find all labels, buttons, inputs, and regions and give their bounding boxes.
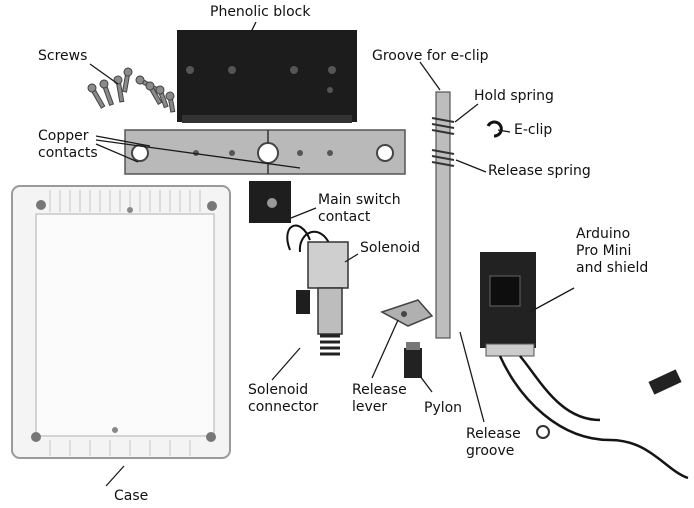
label-main-switch-line2: contact xyxy=(318,209,371,225)
label-solenoid: Solenoid xyxy=(360,240,421,256)
screws xyxy=(87,67,176,113)
label-arduino: Arduino Pro Mini and shield xyxy=(576,226,648,277)
label-copper-contacts-line2: contacts xyxy=(38,145,98,161)
case xyxy=(11,185,231,459)
label-solenoid-connector-line2: connector xyxy=(248,399,319,415)
label-pylon: Pylon xyxy=(424,400,463,416)
wire-ring xyxy=(536,425,550,439)
label-copper-contacts-line1: Copper xyxy=(38,128,89,144)
wires xyxy=(498,355,689,480)
label-release-spring: Release spring xyxy=(488,163,591,179)
label-release-groove-line2: groove xyxy=(466,443,515,459)
label-groove-eclip: Groove for e-clip xyxy=(372,48,489,64)
label-release-lever-line2: lever xyxy=(352,399,388,415)
arduino-board xyxy=(480,252,536,357)
eclip-part xyxy=(486,120,503,138)
main-switch-contact xyxy=(249,181,291,223)
label-arduino-line2: Pro Mini xyxy=(576,243,632,259)
label-main-switch-contact: Main switch contact xyxy=(318,192,401,226)
copper-contacts xyxy=(124,129,406,175)
label-phenolic-block: Phenolic block xyxy=(210,4,311,20)
phenolic-block xyxy=(177,30,357,123)
label-arduino-line1: Arduino xyxy=(576,226,631,242)
label-solenoid-connector: Solenoid connector xyxy=(248,382,318,416)
solenoid xyxy=(286,224,349,356)
release-lever xyxy=(380,299,434,327)
label-copper-contacts: Copper contacts xyxy=(38,128,98,162)
label-eclip: E-clip xyxy=(514,122,553,138)
rod xyxy=(431,91,455,339)
pylon xyxy=(404,342,422,378)
label-release-groove-line1: Release xyxy=(466,426,521,442)
label-case: Case xyxy=(114,488,149,504)
label-solenoid-connector-line1: Solenoid xyxy=(248,382,309,398)
label-release-lever: Release lever xyxy=(352,382,407,416)
label-hold-spring: Hold spring xyxy=(474,88,554,104)
label-main-switch-line1: Main switch xyxy=(318,192,401,208)
label-release-groove: Release groove xyxy=(466,426,521,460)
label-arduino-line3: and shield xyxy=(576,260,649,276)
leader-lines xyxy=(89,21,575,487)
label-screws: Screws xyxy=(38,48,88,64)
wire-connector xyxy=(648,369,682,395)
label-release-lever-line1: Release xyxy=(352,382,407,398)
